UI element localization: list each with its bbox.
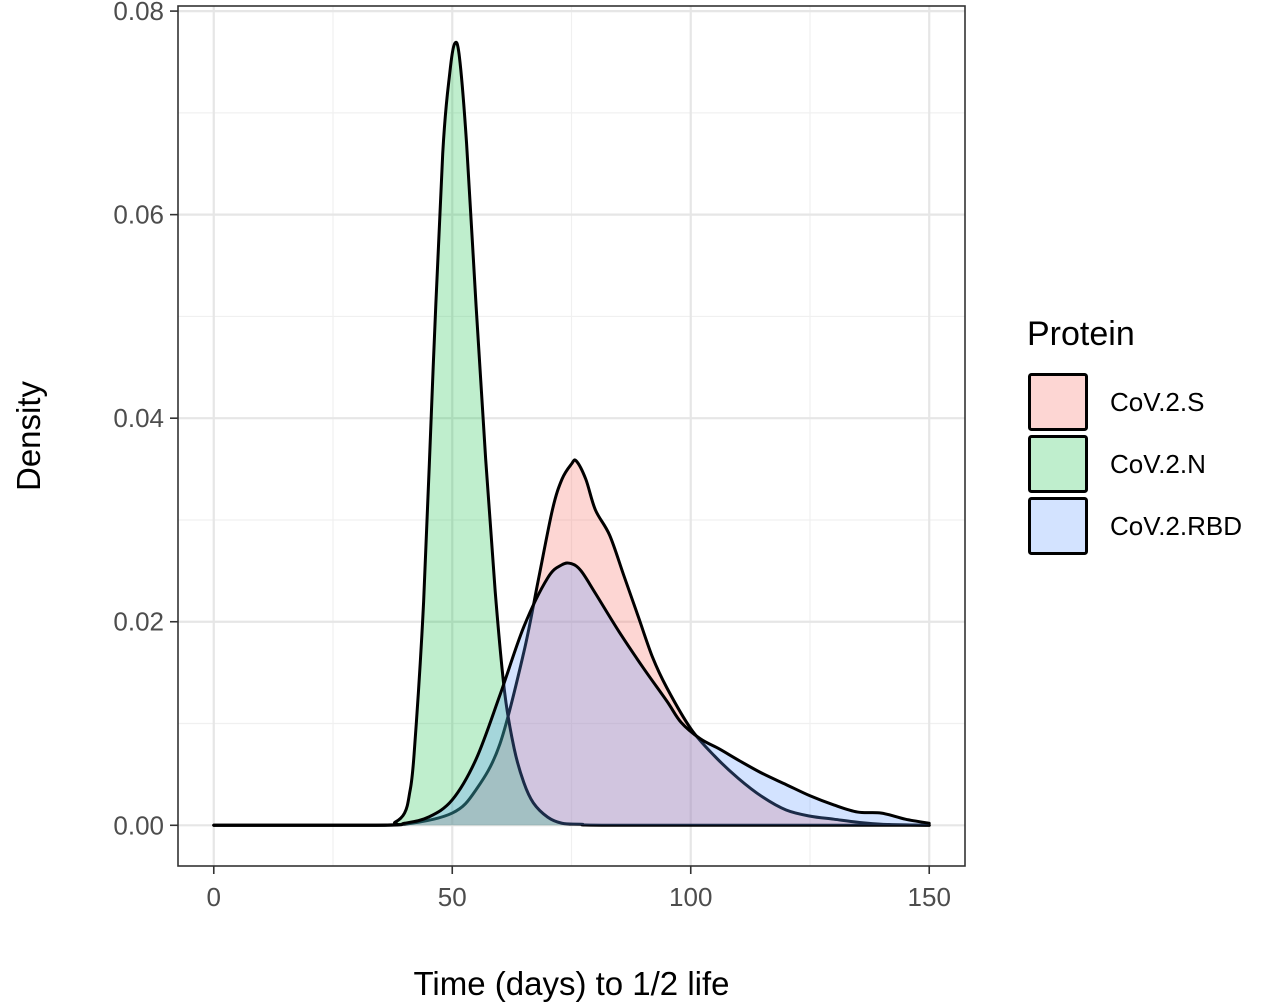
legend-key-cov-2-n — [1028, 435, 1088, 493]
x-tick-label: 50 — [438, 882, 467, 912]
legend-label-cov-2-rbd: CoV.2.RBD — [1110, 511, 1242, 541]
y-tick-label: 0.04 — [113, 403, 164, 433]
x-tick-label: 100 — [669, 882, 712, 912]
legend-key-bg-cov-2-s — [1028, 373, 1088, 431]
y-tick-label: 0.00 — [113, 810, 164, 840]
density-line-cov-2-n — [212, 40, 931, 827]
density-area-cov-2-s — [213, 459, 930, 826]
legend-key-bg-cov-2-rbd — [1028, 497, 1088, 555]
x-tick-label: 150 — [908, 882, 951, 912]
legend-title: Protein — [1027, 315, 1135, 353]
axes: 0 50 100 150 0.00 0.02 0.04 0.06 0.08 — [113, 0, 951, 912]
density-line-cov-2-s — [212, 458, 931, 827]
y-tick-label: 0.02 — [113, 607, 164, 637]
legend-key-cov-2-rbd — [1028, 497, 1088, 555]
x-axis-title: Time (days) to 1/2 life — [413, 965, 729, 1002]
y-tick-label: 0.06 — [113, 200, 164, 230]
y-axis-title: Density — [10, 380, 47, 491]
legend-label-cov-2-s: CoV.2.S — [1110, 387, 1204, 417]
legend: Protein CoV.2.S CoV.2.N CoV.2.RBD — [1027, 315, 1242, 555]
legend-label-cov-2-n: CoV.2.N — [1110, 449, 1206, 479]
legend-key-cov-2-s — [1028, 373, 1088, 431]
legend-key-bg-cov-2-n — [1028, 435, 1088, 493]
y-tick-label: 0.08 — [113, 0, 164, 26]
density-areas — [212, 40, 931, 827]
plot-panel-border — [177, 5, 966, 867]
density-area-cov-2-rbd — [213, 562, 930, 826]
x-tick-label: 0 — [207, 882, 221, 912]
density-line-cov-2-rbd — [212, 561, 931, 827]
